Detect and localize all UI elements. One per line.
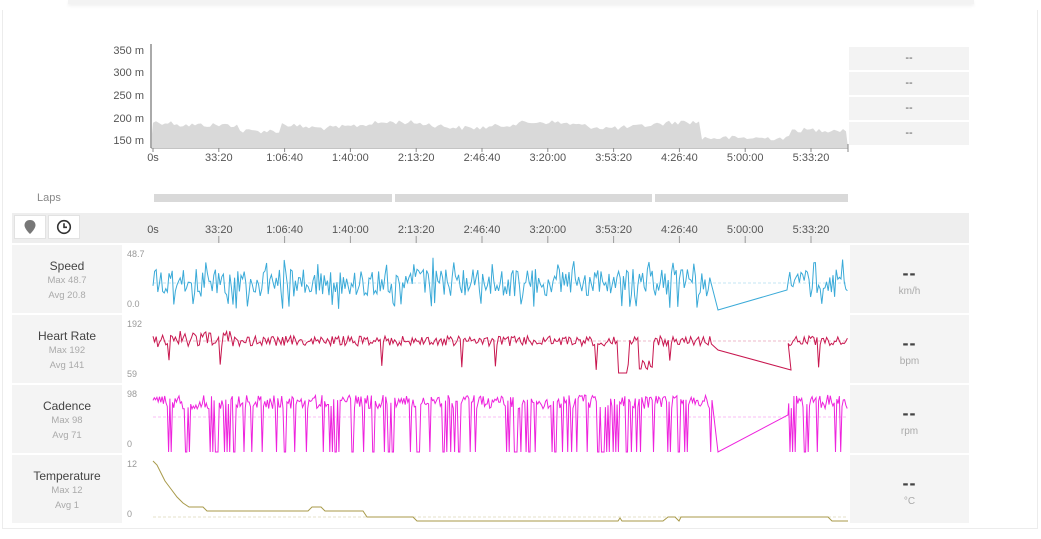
timeline-x-label: 2:13:20 xyxy=(397,224,435,236)
chart-frame xyxy=(2,10,1038,529)
metric-y-min: 0 xyxy=(127,439,133,449)
timeline-x-label: 1:06:40 xyxy=(266,224,303,236)
timeline-x-label: 1:40:00 xyxy=(332,224,369,236)
timeline-x-label: 3:53:20 xyxy=(595,224,632,236)
elevation-stat: -- xyxy=(849,122,969,145)
elevation-stat: -- xyxy=(849,97,969,120)
map-pin-icon xyxy=(24,220,36,234)
lap-segment[interactable] xyxy=(655,194,848,202)
elevation-y-label: 350 m xyxy=(113,45,144,57)
metric-y-max: 48.7 xyxy=(127,249,145,259)
clock-icon xyxy=(56,219,72,235)
elevation-x-label: 3:20:00 xyxy=(529,152,567,164)
elevation-x-label: 33:20 xyxy=(205,152,233,164)
elevation-x-label: 5:00:00 xyxy=(726,152,764,164)
elevation-y-label: 300 m xyxy=(113,67,144,79)
elevation-x-label: 2:46:40 xyxy=(463,152,501,164)
metric-y-min: 0 xyxy=(127,509,133,519)
metric-current: -- km/h xyxy=(850,245,969,313)
elevation-x-label: 1:40:00 xyxy=(332,152,369,164)
metric-avg: Avg 141 xyxy=(49,360,85,371)
metric-label-speed: Speed Max 48.7 Avg 20.8 xyxy=(12,245,122,313)
metric-label-heart-rate: Heart Rate Max 192 Avg 141 xyxy=(12,315,122,383)
metric-current: -- bpm xyxy=(850,315,969,383)
metric-current-value: -- xyxy=(902,403,917,423)
metric-current: -- °C xyxy=(850,455,969,523)
metric-y-max: 98 xyxy=(127,389,138,399)
timeline-x-label: 33:20 xyxy=(205,224,233,236)
metric-unit: °C xyxy=(903,496,916,507)
timeline-x-label: 5:33:20 xyxy=(792,224,830,236)
metric-unit: bpm xyxy=(899,356,920,367)
elevation-x-label: 4:26:40 xyxy=(661,152,698,164)
elevation-stat: -- xyxy=(849,47,969,70)
metric-plot[interactable]: 98 0 xyxy=(123,385,849,453)
time-toggle-button[interactable] xyxy=(48,215,80,239)
metric-series xyxy=(152,329,848,374)
metric-max: Max 192 xyxy=(48,345,86,356)
metric-series xyxy=(152,257,848,311)
metric-plot[interactable]: 48.7 0.0 xyxy=(123,245,849,313)
top-panel-edge xyxy=(68,0,974,4)
elevation-y-label: 250 m xyxy=(113,90,144,102)
metric-y-min: 59 xyxy=(127,369,138,379)
timeline-x-label: 0s xyxy=(147,224,159,236)
metric-current: -- rpm xyxy=(850,385,969,453)
metric-unit: rpm xyxy=(900,426,919,437)
metric-max: Max 12 xyxy=(51,485,83,496)
metric-current-value: -- xyxy=(902,333,917,353)
timeline-x-label: 2:46:40 xyxy=(463,224,501,236)
elevation-y-label: 200 m xyxy=(113,113,144,125)
elevation-x-label: 0s xyxy=(147,152,159,164)
metric-avg: Avg 71 xyxy=(52,430,82,441)
timeline-ticks xyxy=(218,236,812,243)
elevation-x-label: 3:53:20 xyxy=(595,152,632,164)
lap-segment[interactable] xyxy=(154,194,392,202)
metric-name: Heart Rate xyxy=(37,329,97,343)
metric-current-value: -- xyxy=(902,263,917,283)
metric-avg: Avg 1 xyxy=(54,500,80,511)
elevation-y-label: 150 m xyxy=(113,135,144,147)
location-toggle-button[interactable] xyxy=(14,215,46,239)
timeline-x-label: 3:20:00 xyxy=(529,224,567,236)
elevation-x-label: 2:13:20 xyxy=(397,152,435,164)
timeline-x-label: 4:26:40 xyxy=(661,224,698,236)
elevation-area xyxy=(150,44,849,152)
metric-avg: Avg 20.8 xyxy=(48,290,86,301)
elevation-x-label: 1:06:40 xyxy=(266,152,303,164)
metric-series xyxy=(152,460,848,522)
metric-label-temperature: Temperature Max 12 Avg 1 xyxy=(12,455,122,523)
elevation-x-label: 5:33:20 xyxy=(792,152,830,164)
metric-current-value: -- xyxy=(902,473,917,493)
metric-series xyxy=(152,393,848,453)
lap-segment[interactable] xyxy=(395,194,652,202)
metric-unit: km/h xyxy=(898,286,921,297)
timeline-x-label: 5:00:00 xyxy=(726,224,764,236)
metric-y-max: 12 xyxy=(127,459,138,469)
metric-label-cadence: Cadence Max 98 Avg 71 xyxy=(12,385,122,453)
metric-y-min: 0.0 xyxy=(127,299,140,309)
metric-name: Temperature xyxy=(33,469,101,483)
metric-plot[interactable]: 192 59 xyxy=(123,315,849,383)
laps-label: Laps xyxy=(37,192,61,204)
metric-name: Cadence xyxy=(42,399,92,413)
metric-plot[interactable]: 12 0 xyxy=(123,455,849,523)
elevation-stat: -- xyxy=(849,72,969,95)
metric-max: Max 98 xyxy=(51,415,83,426)
metric-name: Speed xyxy=(49,259,85,273)
timeline-axis-bar xyxy=(12,213,969,243)
metric-y-max: 192 xyxy=(127,319,143,329)
metric-max: Max 48.7 xyxy=(47,275,87,286)
